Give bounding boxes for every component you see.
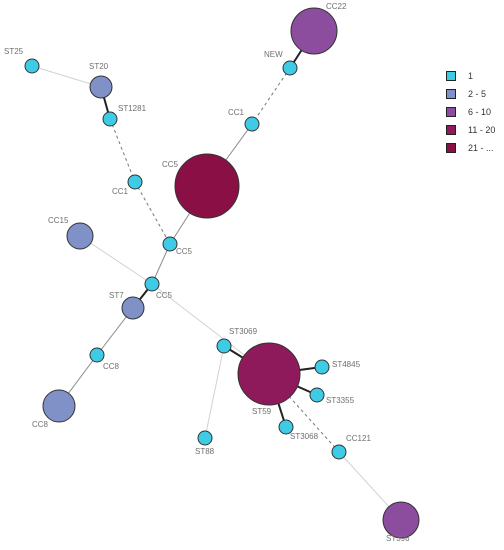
node-st25[interactable]: [24, 58, 40, 74]
legend-swatch: [446, 89, 456, 99]
legend-item: 1: [446, 67, 504, 85]
legend-swatch: [446, 107, 456, 117]
legend-item: 6 - 10: [446, 103, 504, 121]
edge-st3069-st88: [204, 345, 225, 439]
node-label-cc121: CC121: [346, 434, 371, 443]
edge-st1281-cc1b: [109, 118, 136, 183]
node-label-cc22: CC22: [326, 2, 347, 11]
nodes-layer: [24, 7, 420, 539]
node-label-cc8b: CC8: [32, 420, 49, 429]
node-cc5big[interactable]: [174, 153, 240, 219]
node-label-st3069: ST3069: [229, 327, 258, 336]
legend-item: 11 - 20: [446, 121, 504, 139]
node-cc1b[interactable]: [127, 174, 143, 190]
node-cc5b[interactable]: [144, 276, 160, 292]
node-label-st398: ST398: [386, 534, 410, 543]
legend-item: 21 - ...: [446, 139, 504, 157]
node-label-cc5big: CC5: [162, 160, 179, 169]
node-label-st3068: ST3068: [290, 432, 319, 441]
legend-swatch: [446, 125, 456, 135]
node-label-cc1b: CC1: [112, 187, 129, 196]
node-label-st25: ST25: [4, 47, 24, 56]
node-cc5a[interactable]: [162, 236, 178, 252]
node-st398[interactable]: [382, 501, 420, 539]
node-st20[interactable]: [89, 75, 113, 99]
node-cc121[interactable]: [331, 444, 347, 460]
legend: 1 2 - 5 6 - 10 11 - 20 21 - ...: [446, 67, 504, 157]
edges-layer: [31, 30, 402, 521]
node-new[interactable]: [282, 60, 298, 76]
node-st59[interactable]: [237, 342, 301, 406]
edge-st25-st20: [31, 65, 102, 88]
node-st3355[interactable]: [309, 387, 325, 403]
node-cc22[interactable]: [290, 7, 338, 55]
node-label-st59: ST59: [252, 407, 272, 416]
node-label-st4845: ST4845: [332, 360, 361, 369]
node-label-st88: ST88: [195, 447, 215, 456]
legend-swatch: [446, 71, 456, 81]
edge-cc15-cc5b: [79, 235, 153, 285]
legend-swatch: [446, 143, 456, 153]
edge-new-cc1a: [251, 67, 291, 125]
node-label-st7: ST7: [109, 291, 124, 300]
node-st88[interactable]: [197, 430, 213, 446]
node-label-st3355: ST3355: [326, 396, 355, 405]
node-label-new: NEW: [264, 50, 283, 59]
node-cc8b[interactable]: [42, 389, 76, 423]
node-st4845[interactable]: [314, 359, 330, 375]
node-st1281[interactable]: [102, 111, 118, 127]
node-label-st1281: ST1281: [118, 104, 147, 113]
node-label-cc5a: CC5: [176, 247, 193, 256]
node-cc15[interactable]: [66, 222, 94, 250]
node-label-cc5b: CC5: [156, 291, 173, 300]
legend-label: 2 - 5: [468, 89, 487, 99]
node-cc8a[interactable]: [89, 347, 105, 363]
legend-label: 1: [468, 71, 474, 81]
legend-label: 6 - 10: [468, 107, 492, 117]
legend-item: 2 - 5: [446, 85, 504, 103]
node-label-cc8a: CC8: [103, 362, 120, 371]
edge-cc1b-cc5a: [134, 181, 171, 245]
legend-label: 21 - ...: [468, 143, 494, 153]
node-cc1a[interactable]: [244, 116, 260, 132]
node-st7[interactable]: [121, 296, 145, 320]
legend-label: 11 - 20: [468, 125, 496, 135]
node-st3069[interactable]: [216, 338, 232, 354]
node-label-cc1a: CC1: [228, 108, 245, 117]
labels-layer: CC22 NEW ST25 ST20 ST1281 CC1 CC1 CC5 CC15 CC5 CC5…: [4, 2, 410, 543]
node-st3068[interactable]: [278, 419, 294, 435]
node-label-cc15: CC15: [48, 216, 69, 225]
node-label-st20: ST20: [89, 62, 109, 71]
